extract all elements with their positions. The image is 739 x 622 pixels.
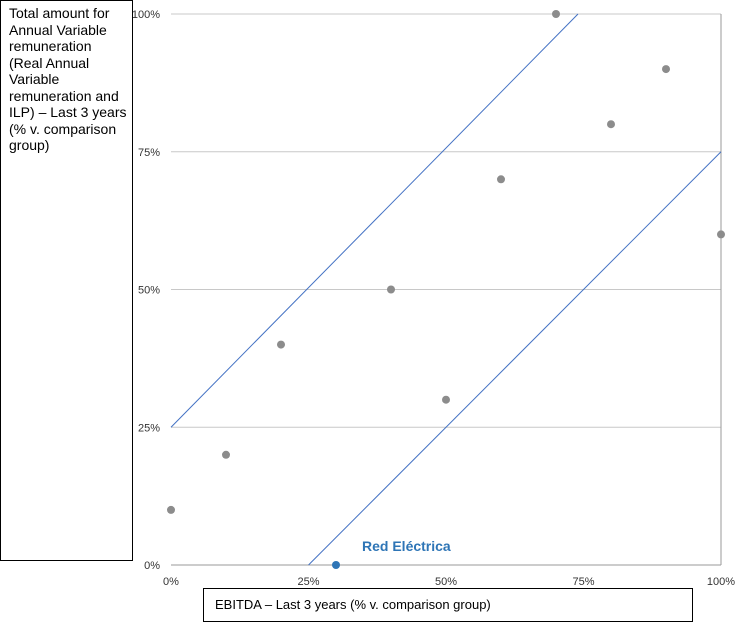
data-point <box>662 65 670 74</box>
annotation-red-electrica: Red Eléctrica <box>362 538 451 554</box>
data-point <box>717 230 725 239</box>
gridlines <box>171 13 721 428</box>
x-tick-label: 75% <box>572 576 594 588</box>
x-tick-label: 100% <box>707 576 735 588</box>
y-tick-label: 100% <box>132 9 160 21</box>
x-tick-label: 0% <box>163 576 179 588</box>
y-tick-label: 75% <box>138 147 160 159</box>
data-point <box>387 285 395 294</box>
data-point <box>167 505 175 514</box>
band-lines <box>170 13 722 566</box>
data-points <box>167 10 725 569</box>
band-line-lower <box>308 151 722 566</box>
data-point <box>497 175 505 184</box>
band-line-upper <box>170 13 579 428</box>
data-point <box>277 340 285 349</box>
axes <box>171 14 722 566</box>
y-tick-label: 0% <box>144 560 160 572</box>
y-tick-label: 50% <box>138 285 160 297</box>
y-tick-labels: 0% 25% 50% 75% 100% <box>132 9 160 572</box>
data-point-red-electrica <box>332 561 340 569</box>
x-tick-labels: 0% 25% 50% 75% 100% <box>163 576 735 588</box>
y-axis-label: Total amount for Annual Variable remuner… <box>0 0 133 561</box>
x-tick-label: 25% <box>297 576 319 588</box>
x-tick-label: 50% <box>435 576 457 588</box>
y-tick-label: 25% <box>138 422 160 434</box>
data-point <box>442 395 450 404</box>
data-point <box>552 10 560 18</box>
x-axis-label: EBITDA – Last 3 years (% v. comparison g… <box>203 588 693 622</box>
data-point <box>607 120 615 129</box>
data-point <box>222 450 230 459</box>
